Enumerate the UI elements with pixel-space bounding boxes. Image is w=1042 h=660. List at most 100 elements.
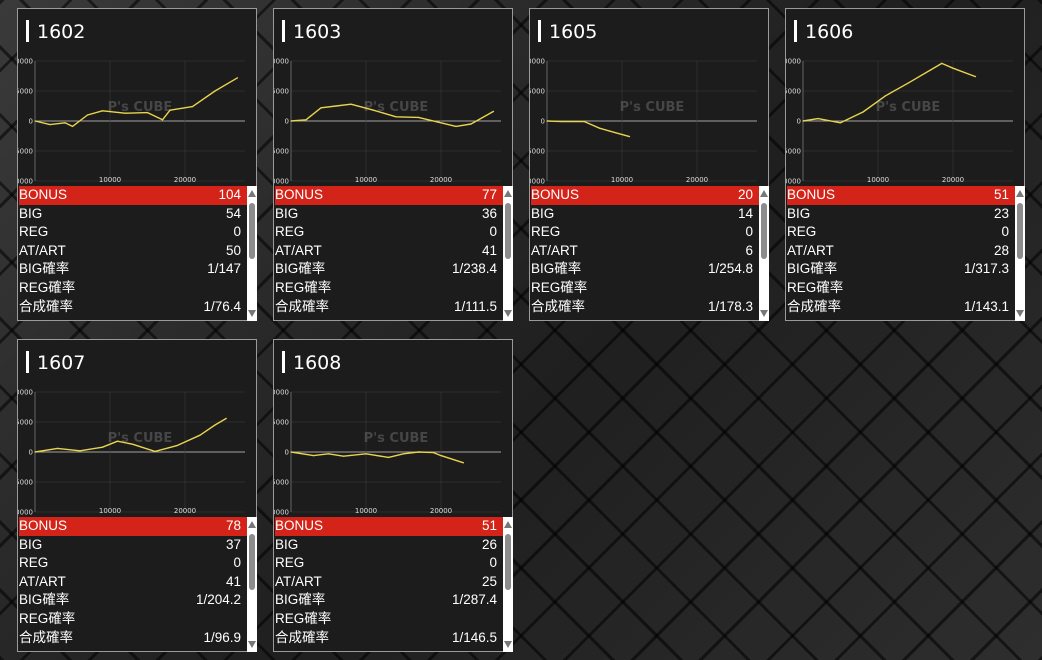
stat-row-big-rate: BIG確率 1/147 xyxy=(19,260,247,279)
total-rate-value: 1/178.3 xyxy=(707,298,753,314)
scroll-up-arrow-icon[interactable] xyxy=(760,190,768,197)
payout-point xyxy=(49,124,51,126)
x-tick-label: 20000 xyxy=(174,176,196,184)
at-label: AT/ART xyxy=(787,242,834,258)
x-tick-label: 10000 xyxy=(355,176,377,184)
reg-rate-label: REG確率 xyxy=(531,279,588,295)
stats-list: BONUS 51 BIG 26 REG 0 AT/ART 25 BIG確率 1/… xyxy=(275,517,503,652)
payout-point xyxy=(350,103,352,105)
payout-point xyxy=(802,120,804,122)
stat-row-big: BIG 26 xyxy=(275,536,503,555)
big-rate-label: BIG確率 xyxy=(787,261,838,277)
payout-point xyxy=(199,434,201,436)
scroll-thumb[interactable] xyxy=(1017,203,1023,259)
scroll-up-arrow-icon[interactable] xyxy=(248,190,256,197)
watermark-logo: P's CUBE xyxy=(876,100,941,115)
payout-point xyxy=(952,67,954,69)
y-tick-label: -10000 xyxy=(18,178,33,186)
scroll-thumb[interactable] xyxy=(505,203,511,259)
stat-row-big-rate: BIG確率 1/287.4 xyxy=(275,591,503,610)
total-rate-label: 合成確率 xyxy=(275,298,329,314)
at-label: AT/ART xyxy=(275,573,322,589)
payout-series-line xyxy=(802,62,976,124)
big-rate-value: 1/287.4 xyxy=(451,592,497,608)
payout-series-line xyxy=(290,451,464,464)
stats-scrollbar[interactable] xyxy=(759,186,769,321)
payout-point xyxy=(116,440,119,442)
total-rate-value: 1/111.5 xyxy=(453,298,497,314)
x-tick-label: 10000 xyxy=(611,176,633,184)
x-tick-label: 10000 xyxy=(867,176,889,184)
scroll-down-arrow-icon[interactable] xyxy=(248,641,256,648)
stats-scrollbar[interactable] xyxy=(503,517,513,652)
scroll-down-arrow-icon[interactable] xyxy=(1016,310,1024,317)
at-value: 25 xyxy=(481,573,497,589)
bonus-value: 77 xyxy=(481,187,497,202)
big-value: 26 xyxy=(481,536,497,552)
stats-list: BONUS 78 BIG 37 REG 0 AT/ART 41 BIG確率 1/… xyxy=(19,517,247,652)
stat-row-reg: REG 0 xyxy=(531,223,759,242)
stat-row-big: BIG 37 xyxy=(19,536,247,555)
payout-point xyxy=(34,451,36,453)
big-label: BIG xyxy=(19,536,43,552)
payout-point xyxy=(365,453,367,455)
x-tick-label: 20000 xyxy=(686,176,708,184)
bonus-label: BONUS xyxy=(19,187,68,202)
scroll-thumb[interactable] xyxy=(249,203,255,259)
stats-scrollbar[interactable] xyxy=(1015,186,1025,321)
total-rate-value: 1/146.5 xyxy=(451,629,497,645)
payout-point xyxy=(101,110,104,112)
stats-scrollbar[interactable] xyxy=(247,186,257,321)
total-rate-label: 合成確率 xyxy=(275,629,329,645)
payout-point xyxy=(34,120,36,122)
scroll-down-arrow-icon[interactable] xyxy=(760,310,768,317)
scroll-down-arrow-icon[interactable] xyxy=(504,641,512,648)
payout-point xyxy=(372,109,375,111)
scroll-up-arrow-icon[interactable] xyxy=(248,521,256,528)
machine-number: 1602 xyxy=(26,20,85,43)
stat-row-total-rate: 合成確率 1/143.1 xyxy=(787,298,1015,317)
scroll-up-arrow-icon[interactable] xyxy=(1016,190,1024,197)
scroll-down-arrow-icon[interactable] xyxy=(248,310,256,317)
payout-point xyxy=(583,121,586,123)
big-rate-label: BIG確率 xyxy=(531,261,582,277)
payout-series-line xyxy=(290,103,494,128)
big-value: 23 xyxy=(993,205,1009,221)
payout-point xyxy=(312,455,315,457)
stats-list: BONUS 104 BIG 54 REG 0 AT/ART 50 BIG確率 1… xyxy=(19,186,247,321)
payout-point xyxy=(327,453,330,455)
stats-scrollbar[interactable] xyxy=(247,517,257,652)
stat-row-reg: REG 0 xyxy=(275,223,503,242)
scroll-thumb[interactable] xyxy=(505,534,511,590)
payout-point xyxy=(86,114,89,116)
big-label: BIG xyxy=(275,536,299,552)
scroll-up-arrow-icon[interactable] xyxy=(504,190,512,197)
scroll-down-arrow-icon[interactable] xyxy=(504,310,512,317)
bonus-value: 20 xyxy=(737,187,753,202)
big-rate-label: BIG確率 xyxy=(275,592,326,608)
y-tick-label: 10000 xyxy=(786,58,801,66)
stat-row-big-rate: BIG確率 1/238.4 xyxy=(275,260,503,279)
bonus-label: BONUS xyxy=(787,187,836,202)
machine-number: 1608 xyxy=(282,351,341,374)
watermark-logo: P's CUBE xyxy=(364,431,429,446)
scroll-thumb[interactable] xyxy=(761,203,767,259)
payout-point xyxy=(191,106,194,108)
big-value: 54 xyxy=(225,205,241,221)
payout-point xyxy=(335,105,337,107)
payout-point xyxy=(817,118,819,120)
watermark-logo: P's CUBE xyxy=(108,431,173,446)
stats-scrollbar[interactable] xyxy=(503,186,513,321)
payout-point xyxy=(387,456,390,458)
scroll-thumb[interactable] xyxy=(249,534,255,590)
scroll-up-arrow-icon[interactable] xyxy=(504,521,512,528)
